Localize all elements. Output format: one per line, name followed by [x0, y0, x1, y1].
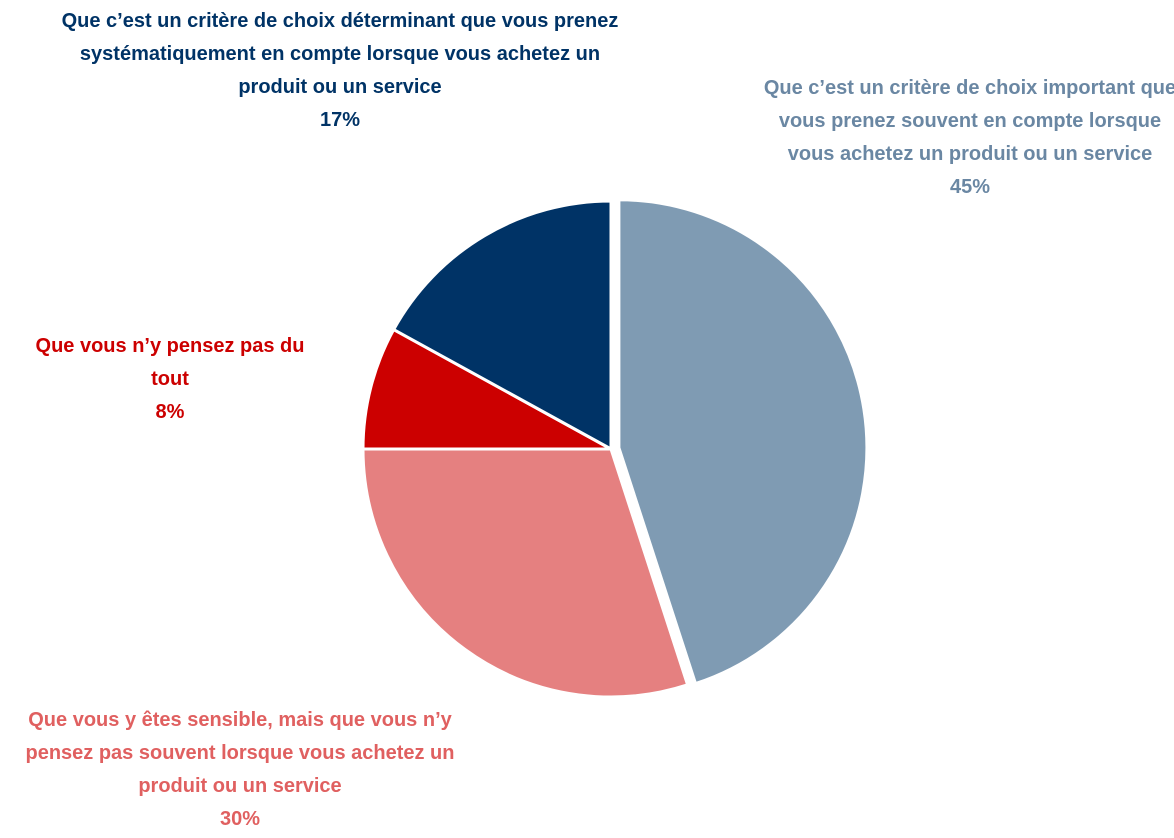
pie-slice	[391, 199, 613, 452]
value-label: 8%	[155, 401, 185, 423]
value-label: 17%	[319, 109, 361, 131]
slice-label: Que vous n’y pensez pas du tout 8%	[20, 330, 320, 429]
value-label: 45%	[949, 176, 991, 198]
value-label: 30%	[219, 808, 261, 830]
slice-label: Que c’est un critère de choix important …	[760, 72, 1174, 204]
pie-slice	[361, 327, 612, 451]
category-label: Que c’est un critère de choix important …	[763, 77, 1174, 165]
category-label: Que vous n’y pensez pas du tout	[35, 335, 305, 390]
category-label: Que c’est un critère de choix déterminan…	[61, 10, 619, 98]
slice-label: Que c’est un critère de choix déterminan…	[55, 5, 625, 137]
category-label: Que vous y êtes sensible, mais que vous …	[25, 709, 455, 797]
pie-slice	[361, 447, 690, 699]
pie-slice	[617, 198, 869, 686]
slice-label: Que vous y êtes sensible, mais que vous …	[5, 704, 475, 836]
